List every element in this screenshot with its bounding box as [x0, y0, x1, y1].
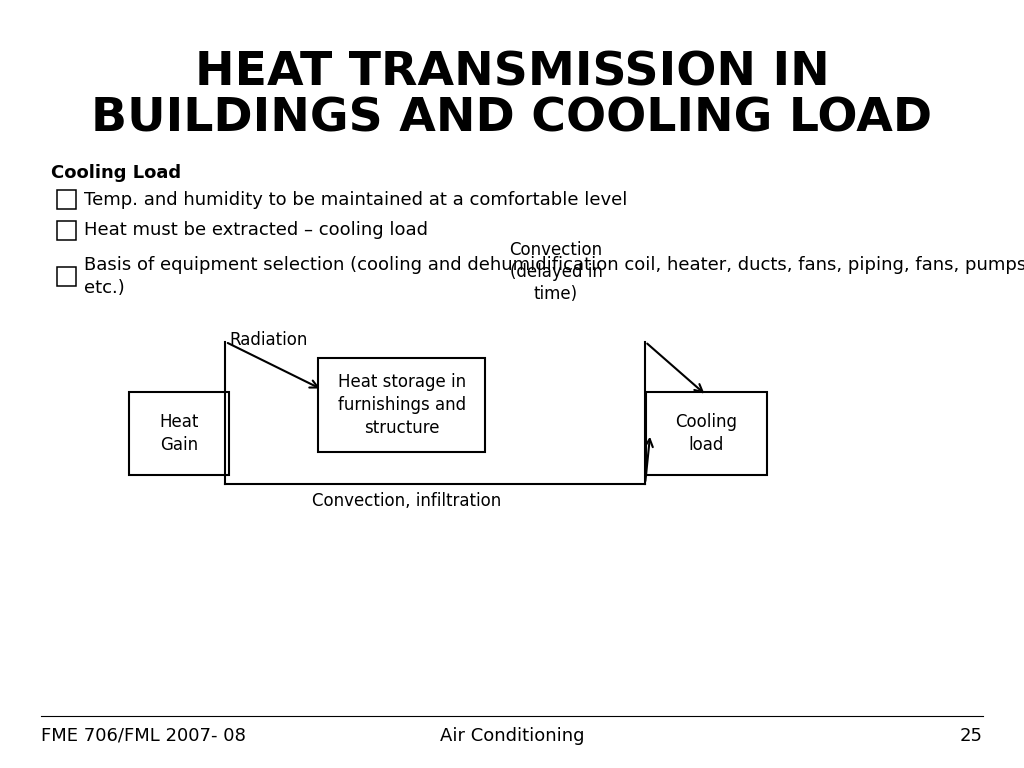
FancyBboxPatch shape	[318, 358, 485, 452]
Text: Heat storage in
furnishings and
structure: Heat storage in furnishings and structur…	[338, 373, 466, 437]
FancyBboxPatch shape	[129, 392, 229, 475]
FancyBboxPatch shape	[57, 190, 76, 209]
Text: Cooling Load: Cooling Load	[51, 164, 181, 182]
Text: HEAT TRANSMISSION IN: HEAT TRANSMISSION IN	[195, 51, 829, 95]
FancyBboxPatch shape	[57, 221, 76, 240]
Text: Radiation: Radiation	[229, 332, 307, 349]
Text: BUILDINGS AND COOLING LOAD: BUILDINGS AND COOLING LOAD	[91, 97, 933, 141]
Text: Heat
Gain: Heat Gain	[160, 413, 199, 455]
Text: FME 706/FML 2007- 08: FME 706/FML 2007- 08	[41, 727, 246, 745]
FancyBboxPatch shape	[646, 392, 767, 475]
Text: Convection
(delayed in
time): Convection (delayed in time)	[510, 241, 602, 303]
Text: Temp. and humidity to be maintained at a comfortable level: Temp. and humidity to be maintained at a…	[84, 190, 628, 209]
FancyBboxPatch shape	[57, 266, 76, 286]
Text: 25: 25	[961, 727, 983, 745]
Text: Basis of equipment selection (cooling and dehumidification coil, heater, ducts, : Basis of equipment selection (cooling an…	[84, 256, 1024, 297]
Text: Cooling
load: Cooling load	[676, 413, 737, 455]
Text: Air Conditioning: Air Conditioning	[439, 727, 585, 745]
Text: Convection, infiltration: Convection, infiltration	[312, 492, 501, 509]
Text: Heat must be extracted – cooling load: Heat must be extracted – cooling load	[84, 221, 428, 240]
